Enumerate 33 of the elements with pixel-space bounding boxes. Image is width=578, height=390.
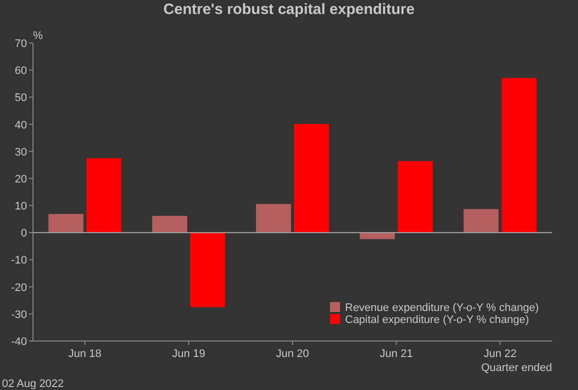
bar — [502, 78, 537, 233]
y-tick-label: 40 — [14, 119, 27, 132]
bar — [256, 204, 291, 233]
x-tick-label: Jun 19 — [172, 348, 206, 360]
bar — [294, 124, 329, 233]
x-tick-label: Jun 18 — [68, 348, 102, 360]
y-tick-label: -30 — [11, 308, 27, 321]
bar — [48, 214, 84, 233]
y-tick-label: -10 — [11, 254, 27, 267]
y-tick-label: 50 — [14, 92, 27, 104]
y-tick-label: 30 — [14, 146, 27, 158]
y-tick-label: 20 — [14, 173, 27, 186]
y-tick-label: -20 — [11, 282, 27, 294]
y-tick-label: 60 — [14, 65, 27, 78]
bar — [360, 232, 395, 240]
bar — [464, 209, 499, 233]
y-tick-label: -40 — [11, 336, 27, 348]
legend-label: Revenue expenditure (Y-o-Y % change) — [345, 302, 539, 314]
bar — [398, 161, 433, 233]
bar — [152, 216, 188, 233]
x-tick-label: Jun 22 — [484, 348, 517, 360]
x-axis-title: Quarter ended — [481, 362, 552, 374]
y-tick-label: 10 — [14, 200, 27, 213]
x-tick-label: Jun 20 — [276, 348, 310, 360]
y-tick-label: 70 — [14, 38, 27, 50]
legend-label: Capital expenditure (Y-o-Y % change) — [345, 314, 530, 326]
chart-title: Centre's robust capital expenditure — [163, 1, 415, 18]
y-tick-label: 0 — [20, 228, 27, 240]
bar — [190, 232, 226, 308]
bar — [86, 158, 122, 233]
x-tick-label: Jun 21 — [380, 348, 413, 360]
y-axis-title: % — [33, 30, 43, 42]
text: 02 Aug 2022 — [2, 378, 64, 390]
